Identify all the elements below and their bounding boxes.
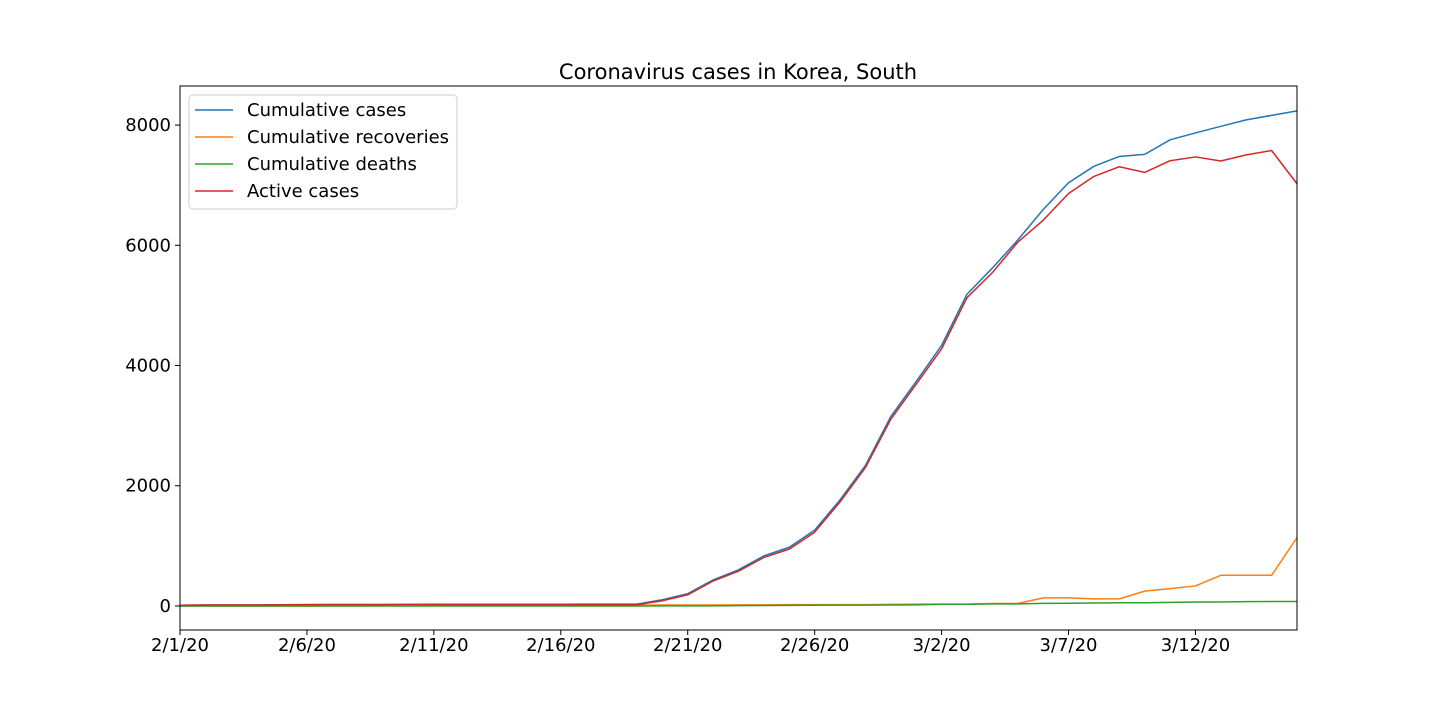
x-tick-label: 2/1/20 xyxy=(151,635,209,656)
legend-label: Cumulative cases xyxy=(247,100,406,121)
legend-label: Active cases xyxy=(247,181,359,202)
legend-label: Cumulative recoveries xyxy=(247,127,449,148)
y-tick-label: 4000 xyxy=(125,356,171,377)
plot-area-frame xyxy=(179,85,1298,631)
x-tick-label: 2/6/20 xyxy=(278,635,336,656)
x-tick-label: 3/7/20 xyxy=(1040,635,1098,656)
legend-box xyxy=(188,94,458,210)
x-tick-label: 3/2/20 xyxy=(913,635,971,656)
y-tick-label: 2000 xyxy=(125,476,171,497)
y-tick-label: 8000 xyxy=(125,115,171,136)
x-tick-label: 2/16/20 xyxy=(526,635,595,656)
legend: Cumulative cases Cumulative recoveries Cum… xyxy=(188,94,458,210)
x-tick-label: 2/21/20 xyxy=(653,635,722,656)
y-axis: 0 2000 4000 6000 8000 xyxy=(125,115,180,617)
legend-label: Cumulative deaths xyxy=(247,154,417,175)
series-line-cumulative-deaths xyxy=(180,600,1297,607)
x-tick-label: 2/26/20 xyxy=(780,635,849,656)
y-tick-label: 0 xyxy=(160,596,171,617)
y-tick-label: 6000 xyxy=(125,235,171,256)
chart-title: Coronavirus cases in Korea, South xyxy=(559,60,917,84)
x-axis: 2/1/20 2/6/20 2/11/20 2/16/20 2/21/20 2/26/20… xyxy=(151,630,1230,656)
x-tick-label: 2/11/20 xyxy=(399,635,468,656)
x-tick-label: 3/12/20 xyxy=(1161,635,1230,656)
series-layer xyxy=(179,110,1298,607)
series-line-active-cases xyxy=(179,149,1298,606)
